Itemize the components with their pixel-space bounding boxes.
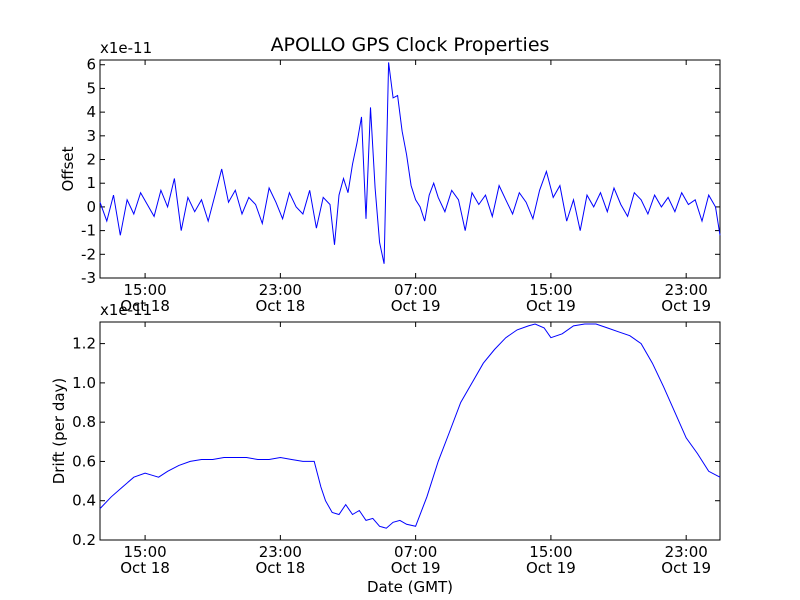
drift-xtick-time-1: 23:00 [259,543,302,561]
drift-xtick-time-3: 15:00 [529,543,572,561]
offset-ytick-label-3: 0 [86,198,96,216]
offset-ytick-label-4: 1 [86,174,96,192]
offset-ytick-label-9: 6 [86,56,96,74]
offset-xtick-date-1: Oct 18 [255,297,305,315]
drift-x-label: Date (GMT) [367,578,453,596]
offset-multiplier: x1e-11 [100,39,152,57]
drift-ytick-label-1: 0.4 [72,492,96,510]
offset-xtick-time-4: 23:00 [665,281,708,299]
offset-ytick-label-8: 5 [86,79,96,97]
drift-xtick-time-4: 23:00 [665,543,708,561]
offset-xtick-time-3: 15:00 [529,281,572,299]
drift-ytick-label-0: 0.2 [72,531,96,549]
drift-ytick-label-5: 1.2 [72,335,96,353]
drift-xtick-date-0: Oct 18 [120,559,170,577]
offset-xtick-date-0: Oct 18 [120,297,170,315]
drift-xtick-date-2: Oct 19 [391,559,441,577]
offset-xtick-date-3: Oct 19 [526,297,576,315]
offset-plot-frame [99,59,721,279]
offset-series-line [99,62,721,264]
offset-ytick-label-0: -3 [81,269,96,287]
chart-title: APOLLO GPS Clock Properties [271,34,550,56]
drift-panel: x1e-11 Drift (per day) Date (GMT) 0.2 0.4… [50,301,721,596]
offset-xtick-date-4: Oct 19 [661,297,711,315]
offset-xtick-time-2: 07:00 [394,281,437,299]
offset-ytick-label-7: 4 [86,103,96,121]
offset-xtick-time-0: 15:00 [123,281,166,299]
drift-multiplier: x1e-11 [100,301,152,319]
offset-ytick-label-6: 3 [86,127,96,145]
drift-xtick-time-2: 07:00 [394,543,437,561]
offset-y-ticks: -3 -2 -1 0 1 2 3 4 5 6 [81,56,720,287]
offset-xtick-date-2: Oct 19 [391,297,441,315]
drift-series-line [99,323,721,529]
drift-plot-frame [99,321,721,541]
drift-ytick-label-2: 0.6 [72,452,96,470]
offset-y-label: Offset [59,146,77,191]
drift-xtick-date-4: Oct 19 [661,559,711,577]
offset-xtick-time-1: 23:00 [259,281,302,299]
drift-xtick-date-1: Oct 18 [255,559,305,577]
offset-ytick-label-1: -2 [81,245,96,263]
offset-ytick-label-5: 2 [86,151,96,169]
drift-ytick-label-3: 0.8 [72,413,96,431]
drift-ytick-label-4: 1.0 [72,374,96,392]
drift-xtick-date-3: Oct 19 [526,559,576,577]
offset-ytick-label-2: -1 [81,222,96,240]
drift-xtick-time-0: 15:00 [123,543,166,561]
drift-y-label: Drift (per day) [50,378,68,485]
drift-y-ticks: 0.2 0.4 0.6 0.8 1.0 1.2 [72,335,720,549]
